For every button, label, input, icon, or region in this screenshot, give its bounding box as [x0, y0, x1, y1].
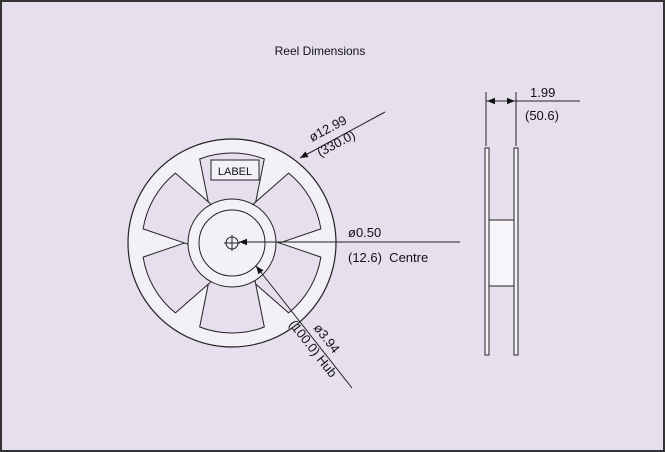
side-flange: [484, 147, 490, 356]
side-flange: [513, 147, 519, 356]
dimension-text: 1.99: [530, 85, 555, 100]
label-text: LABEL: [218, 166, 252, 178]
openings: [142, 152, 322, 334]
dimension-line: [255, 265, 353, 389]
label-box: [210, 159, 260, 181]
dimension-text: (12.6) Centre: [348, 250, 428, 265]
reel-opening: [142, 172, 212, 245]
reel-opening: [252, 172, 322, 245]
dimension-text: ø0.50: [348, 225, 381, 240]
dimension-text: (50.6): [525, 108, 559, 123]
side-hub: [488, 219, 515, 287]
reel-opening: [199, 280, 265, 334]
title: Reel Dimensions: [275, 44, 366, 58]
reel-opening: [252, 241, 322, 314]
reel-opening: [142, 241, 212, 314]
dimension-line: [299, 111, 386, 159]
